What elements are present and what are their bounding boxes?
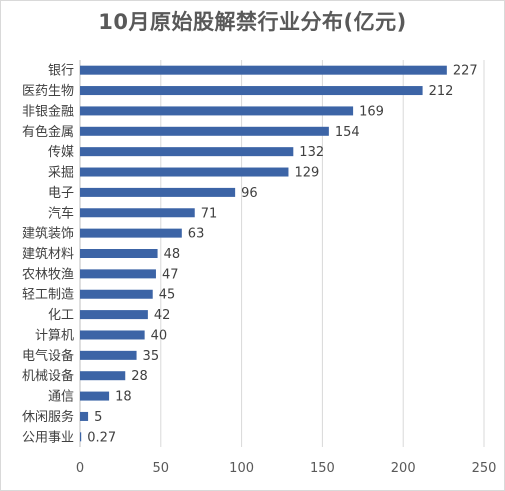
value-label: 169 xyxy=(359,104,384,119)
category-label: 轻工制造 xyxy=(22,288,74,303)
bar xyxy=(80,208,195,218)
bar xyxy=(80,350,137,360)
value-label: 129 xyxy=(294,166,319,181)
bar xyxy=(80,411,89,421)
x-tick-label: 200 xyxy=(391,461,416,476)
bar xyxy=(80,187,236,197)
category-label: 建筑材料 xyxy=(22,246,74,262)
category-label: 医药生物 xyxy=(22,84,74,99)
value-label: 63 xyxy=(188,227,205,242)
chart-title: 10月原始股解禁行业分布(亿元) xyxy=(98,10,407,34)
bar xyxy=(80,371,126,381)
bar xyxy=(80,65,447,75)
value-label: 45 xyxy=(159,288,176,303)
bar xyxy=(80,147,294,157)
category-label: 通信 xyxy=(48,390,74,405)
bar xyxy=(80,269,156,279)
category-label: 化工 xyxy=(48,308,74,323)
bar xyxy=(80,106,354,116)
bar xyxy=(80,289,153,299)
value-label: 18 xyxy=(115,390,132,405)
value-label: 154 xyxy=(335,125,360,140)
bar xyxy=(80,228,182,238)
category-label: 传媒 xyxy=(48,145,74,160)
value-label: 47 xyxy=(162,267,179,282)
value-label: 40 xyxy=(151,328,168,343)
bar xyxy=(80,330,145,340)
value-label: 212 xyxy=(429,84,454,99)
value-label: 132 xyxy=(299,145,324,160)
x-tick-label: 250 xyxy=(472,461,497,476)
x-tick-label: 50 xyxy=(153,461,170,476)
category-label: 建筑装饰 xyxy=(22,226,74,242)
value-label: 42 xyxy=(154,308,171,323)
bar xyxy=(80,310,148,320)
category-label: 非银金融 xyxy=(22,103,74,119)
value-label: 96 xyxy=(241,186,258,201)
category-label: 汽车 xyxy=(48,205,74,221)
value-label: 35 xyxy=(143,349,160,364)
category-label: 采掘 xyxy=(48,166,74,181)
category-label: 公用事业 xyxy=(22,430,74,445)
value-label: 0.27 xyxy=(87,430,116,445)
bar xyxy=(80,86,423,96)
x-tick-label: 100 xyxy=(229,461,254,476)
category-label: 休闲服务 xyxy=(22,409,74,425)
x-tick-label: 150 xyxy=(310,461,335,476)
value-label: 48 xyxy=(164,247,181,262)
category-label: 农林牧渔 xyxy=(22,267,74,282)
bar xyxy=(80,432,82,442)
category-label: 机械设备 xyxy=(22,368,74,384)
category-label: 电气设备 xyxy=(22,348,74,364)
value-label: 71 xyxy=(201,206,218,221)
value-label: 28 xyxy=(131,369,148,384)
bar xyxy=(80,126,329,136)
value-label: 227 xyxy=(453,64,478,79)
bar xyxy=(80,167,289,177)
category-label: 银行 xyxy=(48,64,74,79)
category-label: 有色金属 xyxy=(22,124,74,140)
x-tick-label: 0 xyxy=(76,461,84,476)
bar xyxy=(80,249,158,258)
bar xyxy=(80,391,110,401)
category-label: 电子 xyxy=(48,186,74,201)
category-label: 计算机 xyxy=(35,328,74,343)
value-label: 5 xyxy=(94,410,102,425)
